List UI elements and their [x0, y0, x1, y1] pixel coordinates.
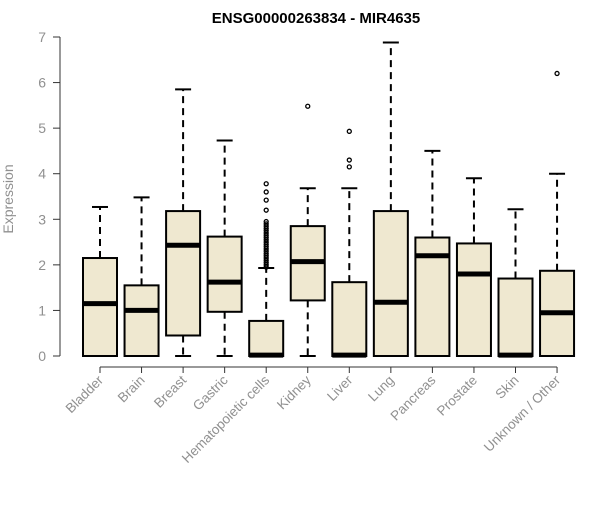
y-tick-label: 7 [38, 29, 46, 45]
box-bladder [82, 205, 118, 357]
box-kidney [289, 103, 326, 357]
x-tick-label: Liver [324, 372, 356, 404]
box-gastric [206, 139, 243, 357]
y-axis: 0 1 2 3 4 5 6 7 [38, 29, 61, 364]
y-tick-label: 5 [38, 120, 46, 136]
box-brain [123, 196, 160, 357]
box-liver [331, 128, 368, 358]
x-tick-label: Unknown / Other [481, 372, 564, 455]
box-hematopoietic-cells [248, 181, 285, 358]
x-tick-label: Prostate [434, 373, 480, 419]
x-tick-label: Brain [115, 373, 148, 406]
x-tick-label: Lung [365, 373, 397, 405]
y-tick-label: 2 [38, 257, 46, 273]
chart-title: ENSG00000263834 - MIR4635 [212, 10, 420, 27]
outlier-point [346, 164, 352, 170]
iqr-box [372, 210, 409, 357]
x-tick-label: Skin [492, 373, 521, 402]
outlier-point [305, 103, 311, 109]
box-prostate [455, 177, 492, 357]
x-tick-label: Breast [151, 372, 189, 410]
outlier-point [263, 189, 269, 195]
iqr-box [497, 277, 534, 357]
iqr-box [206, 235, 243, 313]
box-breast [165, 88, 202, 357]
iqr-box [455, 242, 492, 357]
outlier-point [263, 181, 269, 187]
outlier-point [263, 262, 269, 268]
box-skin [497, 208, 534, 358]
y-tick-label: 4 [38, 166, 46, 182]
iqr-box [165, 210, 202, 337]
outlier-point [263, 264, 269, 270]
iqr-box [82, 257, 118, 357]
x-tick-label: Bladder [63, 372, 107, 416]
y-tick-label: 6 [38, 75, 46, 91]
outlier-point [554, 70, 560, 77]
outlier-point [346, 128, 352, 134]
boxes-group [82, 41, 576, 358]
box-lung [372, 41, 409, 357]
x-tick-label: Kidney [274, 372, 314, 412]
y-tick-label: 3 [38, 211, 46, 227]
iqr-box [123, 284, 160, 357]
outlier-point [263, 207, 269, 213]
box-unknown-other [539, 70, 576, 358]
box-pancreas [414, 149, 451, 357]
outlier-point [346, 157, 352, 163]
x-tick-label: Gastric [190, 372, 231, 413]
outlier-point [263, 197, 269, 203]
iqr-box [248, 319, 285, 358]
x-tick-label: Pancreas [388, 372, 439, 423]
iqr-box [331, 281, 368, 357]
y-axis-label: Expression [0, 164, 16, 233]
y-tick-label: 1 [38, 302, 46, 318]
y-tick-label: 0 [38, 348, 46, 364]
